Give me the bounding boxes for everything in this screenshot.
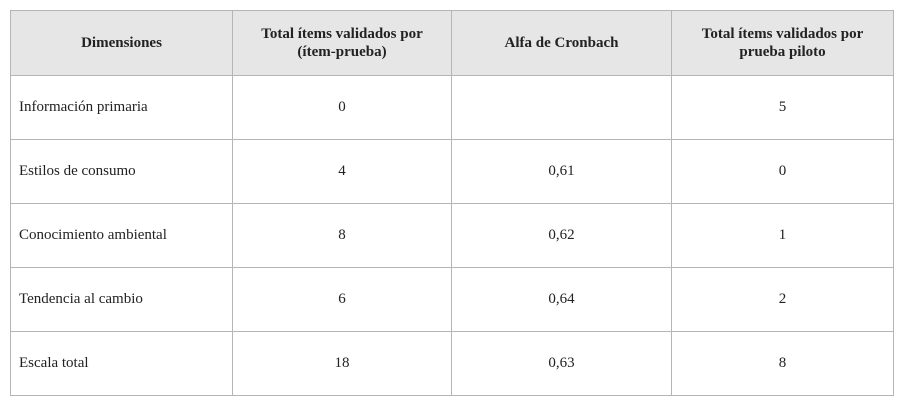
- table-header: Dimensiones Total ítems validados por (ít…: [10, 10, 894, 76]
- row-label: Conocimiento ambiental: [10, 203, 233, 268]
- header-cell: Total ítems validados por (ítem-prueba): [232, 10, 452, 76]
- table-row: Estilos de consumo 4 0,61 0: [10, 139, 894, 204]
- table-cell: 0: [671, 139, 894, 204]
- table-cell: 4: [232, 139, 452, 204]
- header-cell: Alfa de Cronbach: [451, 10, 672, 76]
- row-label: Escala total: [10, 331, 233, 396]
- table-cell: 0,63: [451, 331, 672, 396]
- table-cell: 5: [671, 75, 894, 140]
- table-cell: 1: [671, 203, 894, 268]
- table-cell: 6: [232, 267, 452, 332]
- row-label: Estilos de consumo: [10, 139, 233, 204]
- table-cell: [451, 75, 672, 140]
- table-row: Tendencia al cambio 6 0,64 2: [10, 267, 894, 332]
- table-cell: 8: [671, 331, 894, 396]
- header-cell: Dimensiones: [10, 10, 233, 76]
- row-label: Información primaria: [10, 75, 233, 140]
- table-row: Conocimiento ambiental 8 0,62 1: [10, 203, 894, 268]
- table-cell: 8: [232, 203, 452, 268]
- table-cell: 0: [232, 75, 452, 140]
- header-row: Dimensiones Total ítems validados por (ít…: [10, 10, 894, 76]
- table-cell: 18: [232, 331, 452, 396]
- data-table: Dimensiones Total ítems validados por (ít…: [10, 10, 894, 396]
- table-cell: 0,62: [451, 203, 672, 268]
- table-body: Información primaria 0 5 Estilos de consumo…: [10, 75, 894, 396]
- table-cell: 2: [671, 267, 894, 332]
- table-cell: 0,61: [451, 139, 672, 204]
- table-row: Información primaria 0 5: [10, 75, 894, 140]
- table-cell: 0,64: [451, 267, 672, 332]
- header-cell: Total ítems validados por prueba piloto: [671, 10, 894, 76]
- table-row: Escala total 18 0,63 8: [10, 331, 894, 396]
- row-label: Tendencia al cambio: [10, 267, 233, 332]
